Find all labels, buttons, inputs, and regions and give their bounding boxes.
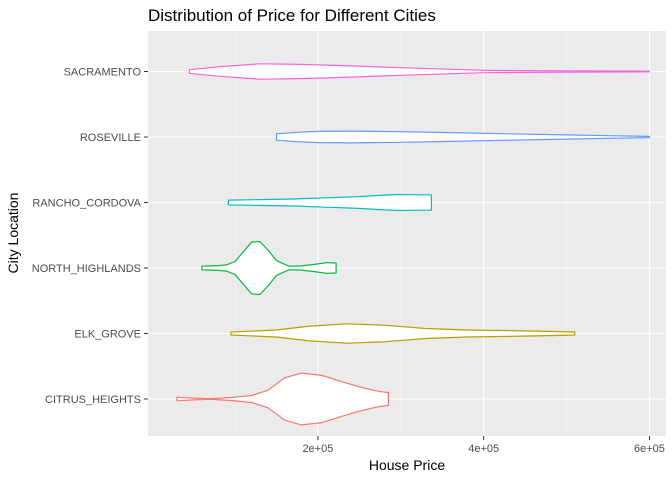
x-axis: 2e+05 4e+05 6e+05 <box>302 436 665 455</box>
violin-sacramento <box>188 63 650 80</box>
y-axis-title: City Location <box>5 193 21 274</box>
x-tick-label: 2e+05 <box>302 443 333 455</box>
y-tick-label: NORTH_HIGHLANDS <box>32 263 141 275</box>
y-tick-label: RANCHO_CORDOVA <box>32 198 141 210</box>
y-tick-label: ELK_GROVE <box>74 329 141 341</box>
y-tick-label: ROSEVILLE <box>80 132 141 144</box>
violin-north-highlands <box>201 240 337 296</box>
plot-panel <box>148 31 666 436</box>
minor-gridlines <box>234 31 567 436</box>
violin-roseville <box>275 130 650 144</box>
violins <box>176 63 650 426</box>
violin-citrus-heights <box>176 372 389 426</box>
chart-title: Distribution of Price for Different Citi… <box>148 6 436 25</box>
x-tick-label: 4e+05 <box>468 443 499 455</box>
violin-elk-grove <box>230 323 576 344</box>
x-tick-label: 6e+05 <box>634 443 665 455</box>
y-axis: CITRUS_HEIGHTS ELK_GROVE NORTH_HIGHLANDS RA… <box>32 67 148 406</box>
violin-rancho-cordova <box>227 193 432 212</box>
y-tick-label: CITRUS_HEIGHTS <box>45 394 141 406</box>
x-axis-title: House Price <box>369 457 445 473</box>
y-tick-label: SACRAMENTO <box>64 67 142 79</box>
